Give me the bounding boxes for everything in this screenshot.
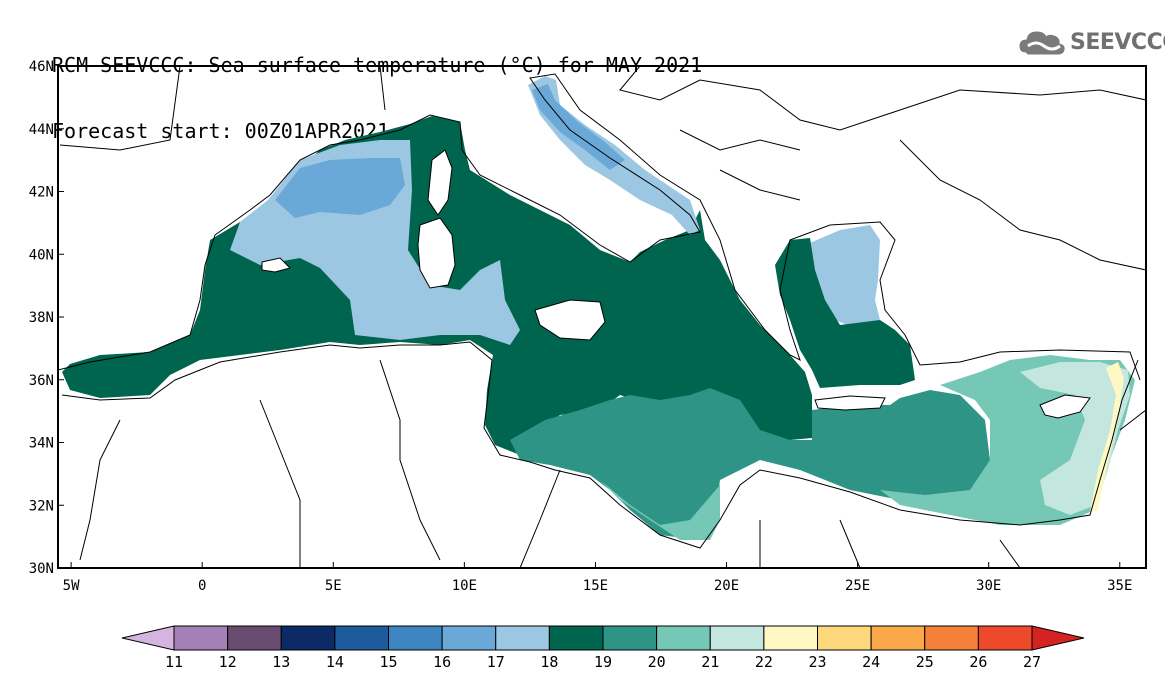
- colorbar-box: [388, 625, 443, 651]
- lon-tick-label: 0: [198, 578, 206, 594]
- land-sicily: [534, 299, 606, 341]
- land-sardinia: [417, 217, 456, 289]
- lon-tick-label: 15E: [583, 578, 608, 594]
- land-mallorca: [261, 257, 291, 273]
- colorbar-label: 15: [379, 653, 397, 671]
- colorbar-box: [763, 625, 818, 651]
- lon-tick-label: 10E: [452, 578, 477, 594]
- colorbar-box: [870, 625, 926, 651]
- land-crete: [814, 395, 886, 411]
- lon-tick-label: 5W: [63, 578, 80, 594]
- lat-tick-label: 38N: [29, 310, 54, 326]
- sst-region-aegean: [805, 225, 880, 330]
- sst-region-balearic-cool: [275, 158, 405, 218]
- colorbar-label: 23: [808, 653, 826, 671]
- colorbar-box: [495, 625, 550, 651]
- lon-tick-label: 35E: [1107, 578, 1132, 594]
- colorbar-label: 13: [272, 653, 290, 671]
- colorbar-label: 18: [540, 653, 558, 671]
- colorbar: 11 12 13 14 15 16 17 18 19 20 21 22 23 24 25 26 27: [121, 625, 1085, 671]
- colorbar-label: 27: [1023, 653, 1041, 671]
- colorbar-label: 19: [594, 653, 612, 671]
- lon-tick-label: 30E: [976, 578, 1001, 594]
- sst-region-libya-edge: [600, 480, 720, 540]
- colorbar-box: [173, 625, 229, 651]
- colorbar-label: 20: [648, 653, 666, 671]
- sst-field: [62, 76, 1135, 540]
- colorbar-label: 21: [701, 653, 719, 671]
- colorbar-label: 25: [916, 653, 934, 671]
- sst-region-adriatic-north: [532, 84, 625, 170]
- lat-tick-label: 44N: [29, 122, 54, 138]
- sst-region-ionian: [510, 388, 990, 540]
- colorbar-box: [924, 625, 979, 651]
- colorbar-box: [334, 625, 389, 651]
- seevccc-logo: SEEVCCC: [1018, 22, 1165, 62]
- colorbar-label: 14: [326, 653, 344, 671]
- cloud-icon: [1019, 31, 1065, 55]
- title-line-2: Forecast start: 00Z01APR2021: [52, 119, 390, 143]
- sst-region-levant-coast-warm: [1090, 362, 1124, 512]
- lon-tick-label: 5E: [325, 578, 342, 594]
- colorbar-label: 17: [487, 653, 505, 671]
- land-cyprus: [1039, 394, 1091, 419]
- colorbar-box: [280, 625, 336, 651]
- colorbar-label: 12: [219, 653, 237, 671]
- colorbar-box: [817, 625, 872, 651]
- colorbar-box: [227, 625, 282, 651]
- colorbar-box: [602, 625, 658, 651]
- colorbar-label: 16: [433, 653, 451, 671]
- colorbar-label: 11: [165, 653, 183, 671]
- colorbar-box: [548, 625, 604, 651]
- lon-tick-label: 20E: [714, 578, 739, 594]
- lat-tick-label: 40N: [29, 247, 54, 263]
- colorbar-high-arrow: [1031, 625, 1085, 651]
- lat-tick-label: 32N: [29, 498, 54, 514]
- lat-tick-label: 46N: [29, 59, 54, 75]
- latitude-axis: 46N 44N 42N 40N 38N 36N 34N 32N 30N: [29, 59, 64, 577]
- colorbar-box: [656, 625, 711, 651]
- lon-tick-label: 25E: [845, 578, 870, 594]
- lat-tick-label: 36N: [29, 373, 54, 389]
- colorbar-box: [441, 625, 497, 651]
- land-corsica: [427, 149, 453, 216]
- colorbar-label: 24: [862, 653, 880, 671]
- longitude-axis: 5W 0 5E 10E 15E 20E 25E 30E 35E: [63, 562, 1132, 594]
- lat-tick-label: 30N: [29, 561, 54, 577]
- lat-tick-label: 42N: [29, 185, 54, 201]
- sst-region-aegean-dark: [775, 238, 915, 388]
- coastlines: [58, 66, 1146, 568]
- colorbar-box: [709, 625, 765, 651]
- lat-tick-label: 34N: [29, 436, 54, 452]
- colorbar-box: [977, 625, 1033, 651]
- logo-text: SEEVCCC: [1070, 30, 1165, 55]
- colorbar-low-arrow: [121, 625, 175, 651]
- colorbar-label: 22: [755, 653, 773, 671]
- colorbar-label: 26: [969, 653, 987, 671]
